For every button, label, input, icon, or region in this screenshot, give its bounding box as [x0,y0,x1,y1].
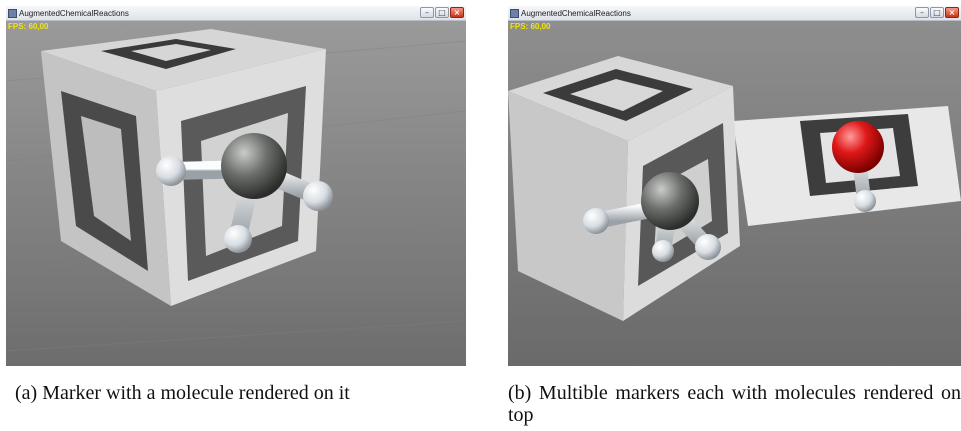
screenshot-window-a: AugmentedChemicalReactions – □ × [6,6,466,366]
caption-a: (a) Marker with a molecule rendered on i… [15,382,350,404]
minimize-icon[interactable]: – [915,7,929,18]
window-title: AugmentedChemicalReactions [521,8,631,18]
maximize-icon[interactable]: □ [435,7,449,18]
window-titlebar[interactable]: AugmentedChemicalReactions – □ × [508,6,961,21]
camera-viewport [6,21,466,366]
fps-counter: FPS: 60,00 [8,22,49,31]
close-icon[interactable]: × [945,7,959,18]
app-icon [8,8,17,18]
fps-counter: FPS: 60,00 [510,22,551,31]
camera-viewport [508,21,961,366]
close-icon[interactable]: × [450,7,464,18]
minimize-icon[interactable]: – [420,7,434,18]
caption-b: (b) Multible markers each with molecules… [508,382,961,426]
app-icon [510,8,519,18]
window-title: AugmentedChemicalReactions [19,8,129,18]
window-titlebar[interactable]: AugmentedChemicalReactions – □ × [6,6,466,21]
maximize-icon[interactable]: □ [930,7,944,18]
screenshot-window-b: AugmentedChemicalReactions – □ × [508,6,961,366]
